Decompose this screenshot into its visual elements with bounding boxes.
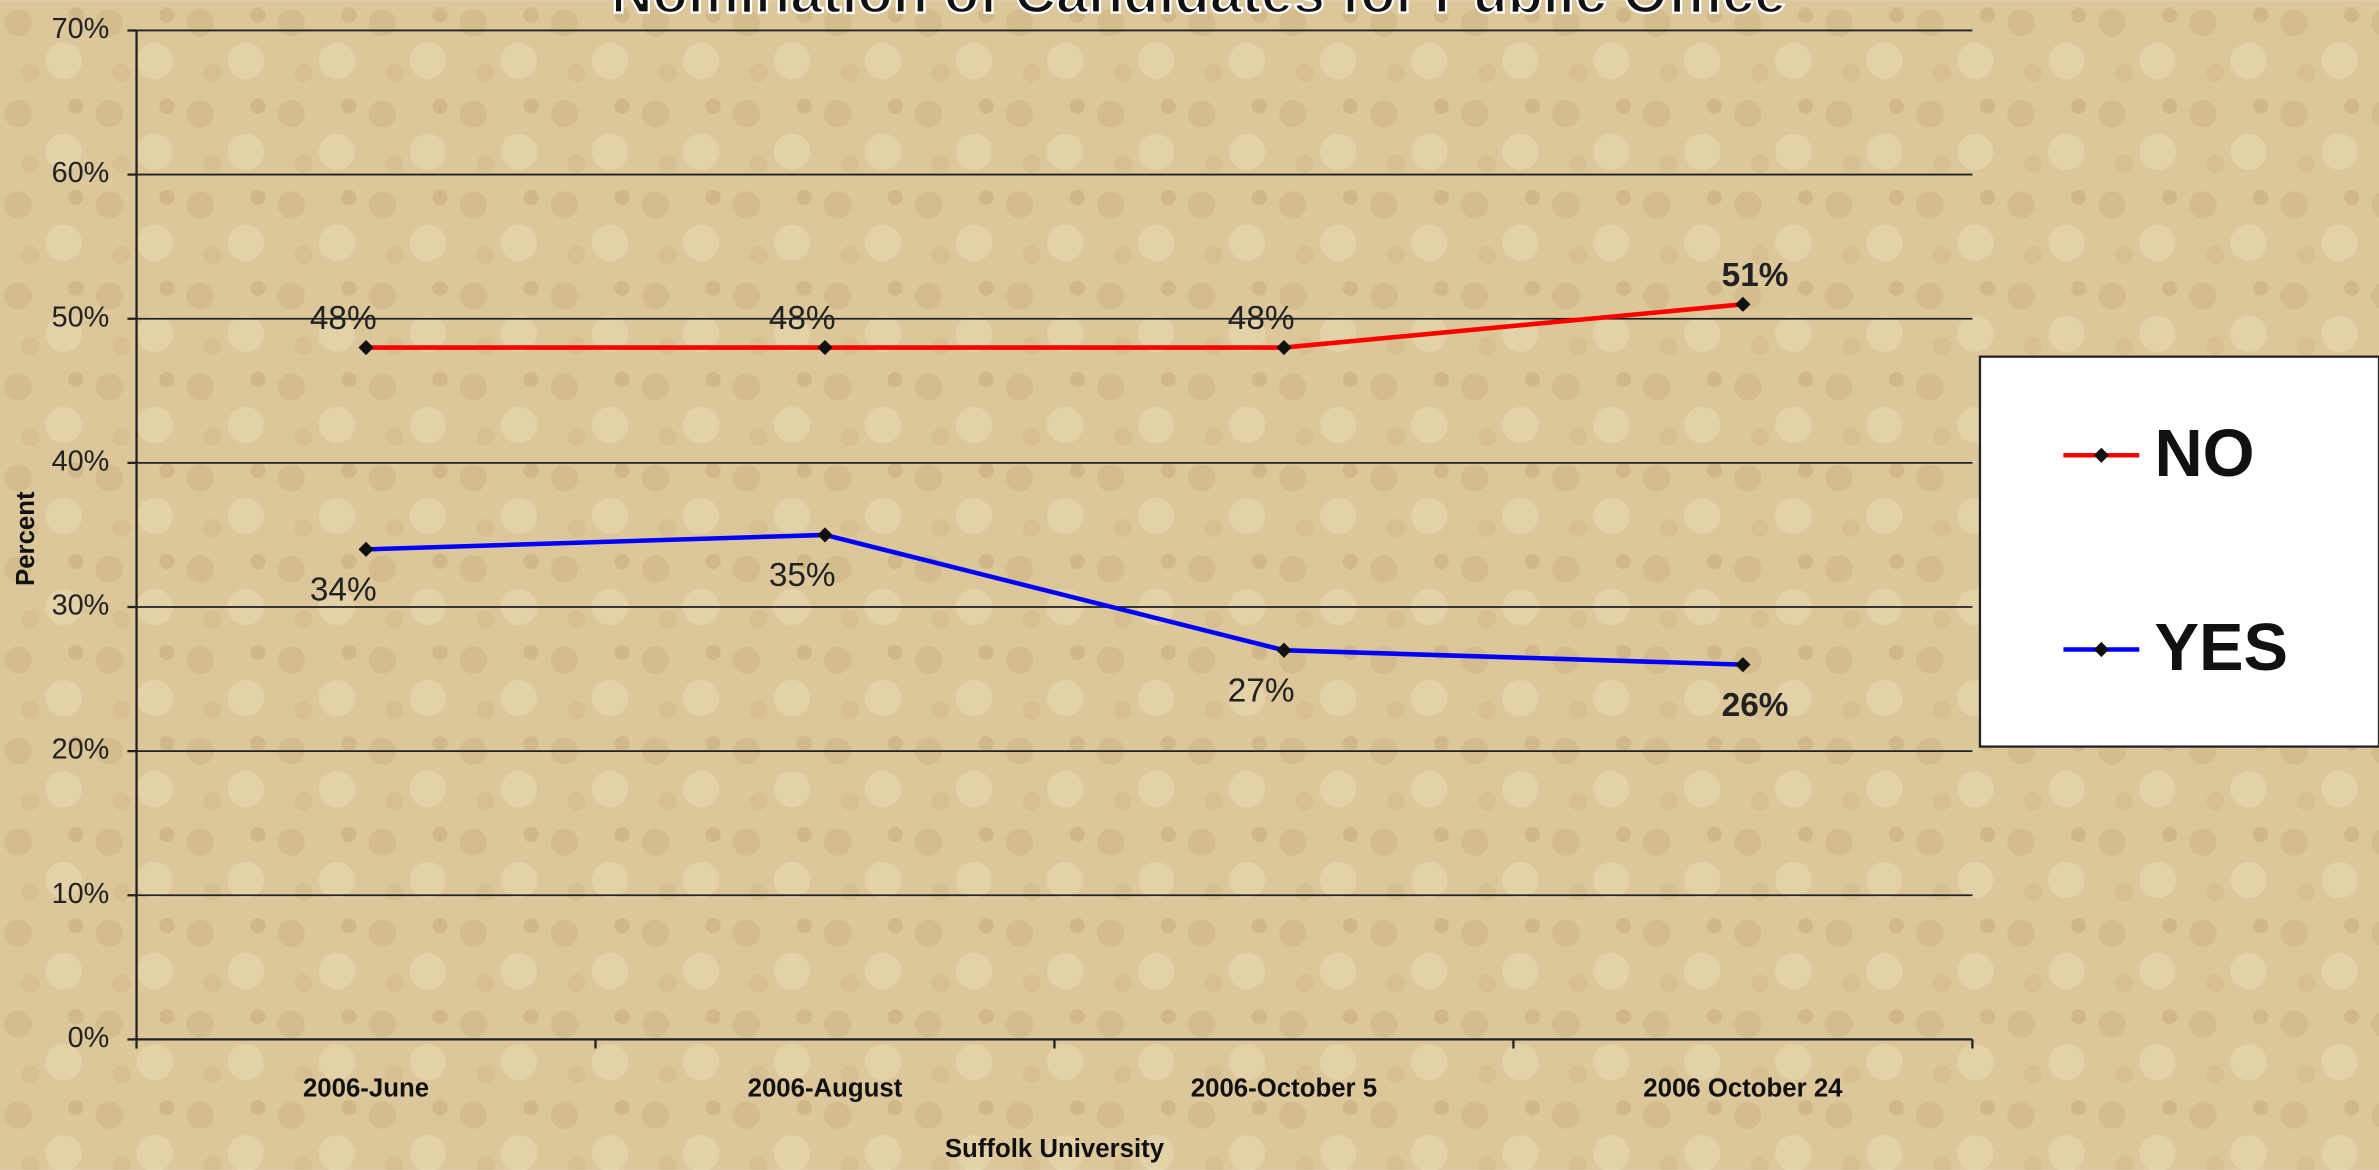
line [365, 532, 1743, 667]
y-tick-label: 30% [52, 590, 110, 622]
data-label: 48% [310, 300, 377, 337]
line [366, 302, 1744, 350]
x-tick-label: 2006-October 5 [1191, 1074, 1377, 1102]
data-label: 35% [769, 557, 836, 594]
y-axis-label: Percent [12, 491, 40, 586]
y-tick-label: 60% [52, 157, 110, 189]
y-tick-label: 70% [52, 13, 110, 45]
y-tick-label: 10% [52, 878, 110, 910]
data-label: 27% [1228, 673, 1295, 710]
data-label: 26% [1722, 687, 1789, 724]
y-tick-label: 40% [52, 445, 110, 477]
data-label: 51% [1722, 257, 1789, 294]
data-label: 48% [1228, 300, 1295, 337]
x-tick-label: 2006 October 24 [1643, 1074, 1843, 1102]
marker [1735, 296, 1751, 312]
x-tick-label: 2006-August [748, 1074, 903, 1102]
y-tick-label: 50% [52, 301, 110, 333]
legend-label: YES [2154, 611, 2288, 685]
y-tick-label: 20% [52, 734, 110, 766]
chart-title: Nomination of Candidates for Public Offi… [611, 0, 1786, 25]
y-tick-label: 0% [68, 1022, 110, 1054]
data-label: 34% [310, 572, 377, 609]
x-tick-label: 2006-June [303, 1074, 429, 1102]
marker [358, 339, 374, 356]
legend-box [1978, 355, 2379, 748]
x-axis-label: Suffolk University [945, 1135, 1165, 1163]
marker [1735, 657, 1751, 673]
data-label: 48% [769, 300, 836, 337]
legend-label: NO [2154, 417, 2254, 491]
